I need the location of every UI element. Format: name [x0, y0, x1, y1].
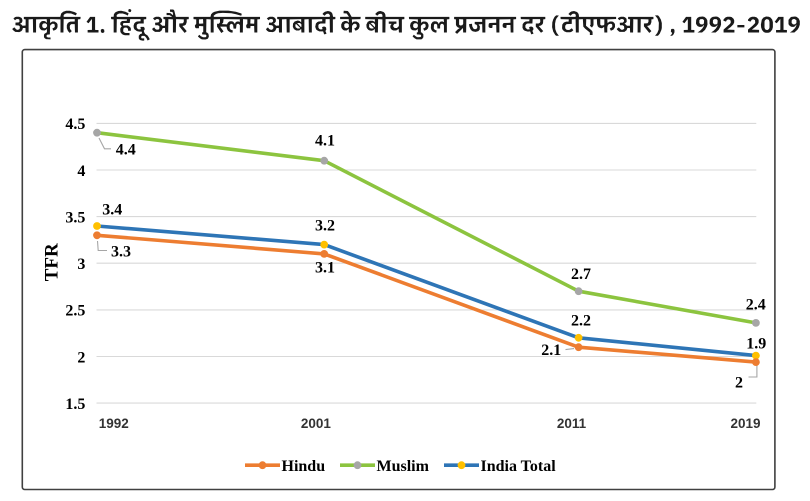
- svg-text:2.1: 2.1: [541, 342, 561, 359]
- svg-text:2011: 2011: [557, 416, 587, 431]
- svg-text:4.4: 4.4: [116, 141, 136, 158]
- svg-text:3: 3: [77, 256, 85, 273]
- svg-text:3.4: 3.4: [102, 201, 122, 218]
- svg-text:2019: 2019: [730, 416, 760, 431]
- svg-text:4.5: 4.5: [65, 116, 85, 133]
- svg-text:Hindu: Hindu: [282, 458, 326, 475]
- svg-text:2.5: 2.5: [65, 303, 85, 320]
- svg-text:3.2: 3.2: [315, 218, 335, 235]
- svg-text:2: 2: [77, 349, 85, 366]
- svg-text:2.2: 2.2: [571, 312, 591, 329]
- svg-text:TFR: TFR: [42, 243, 63, 281]
- svg-text:1992: 1992: [99, 416, 129, 431]
- svg-text:3.5: 3.5: [65, 209, 85, 226]
- svg-text:2: 2: [735, 374, 743, 391]
- svg-text:3.3: 3.3: [111, 243, 131, 260]
- svg-text:2.4: 2.4: [746, 297, 766, 314]
- svg-text:1.9: 1.9: [746, 336, 766, 353]
- svg-text:Muslim: Muslim: [377, 458, 430, 475]
- svg-text:2001: 2001: [301, 416, 332, 431]
- svg-text:India Total: India Total: [481, 458, 557, 475]
- svg-text:4: 4: [77, 163, 85, 180]
- svg-text:1.5: 1.5: [65, 396, 85, 413]
- svg-text:3.1: 3.1: [315, 260, 335, 277]
- svg-text:4.1: 4.1: [315, 132, 335, 149]
- svg-text:2.7: 2.7: [571, 266, 591, 283]
